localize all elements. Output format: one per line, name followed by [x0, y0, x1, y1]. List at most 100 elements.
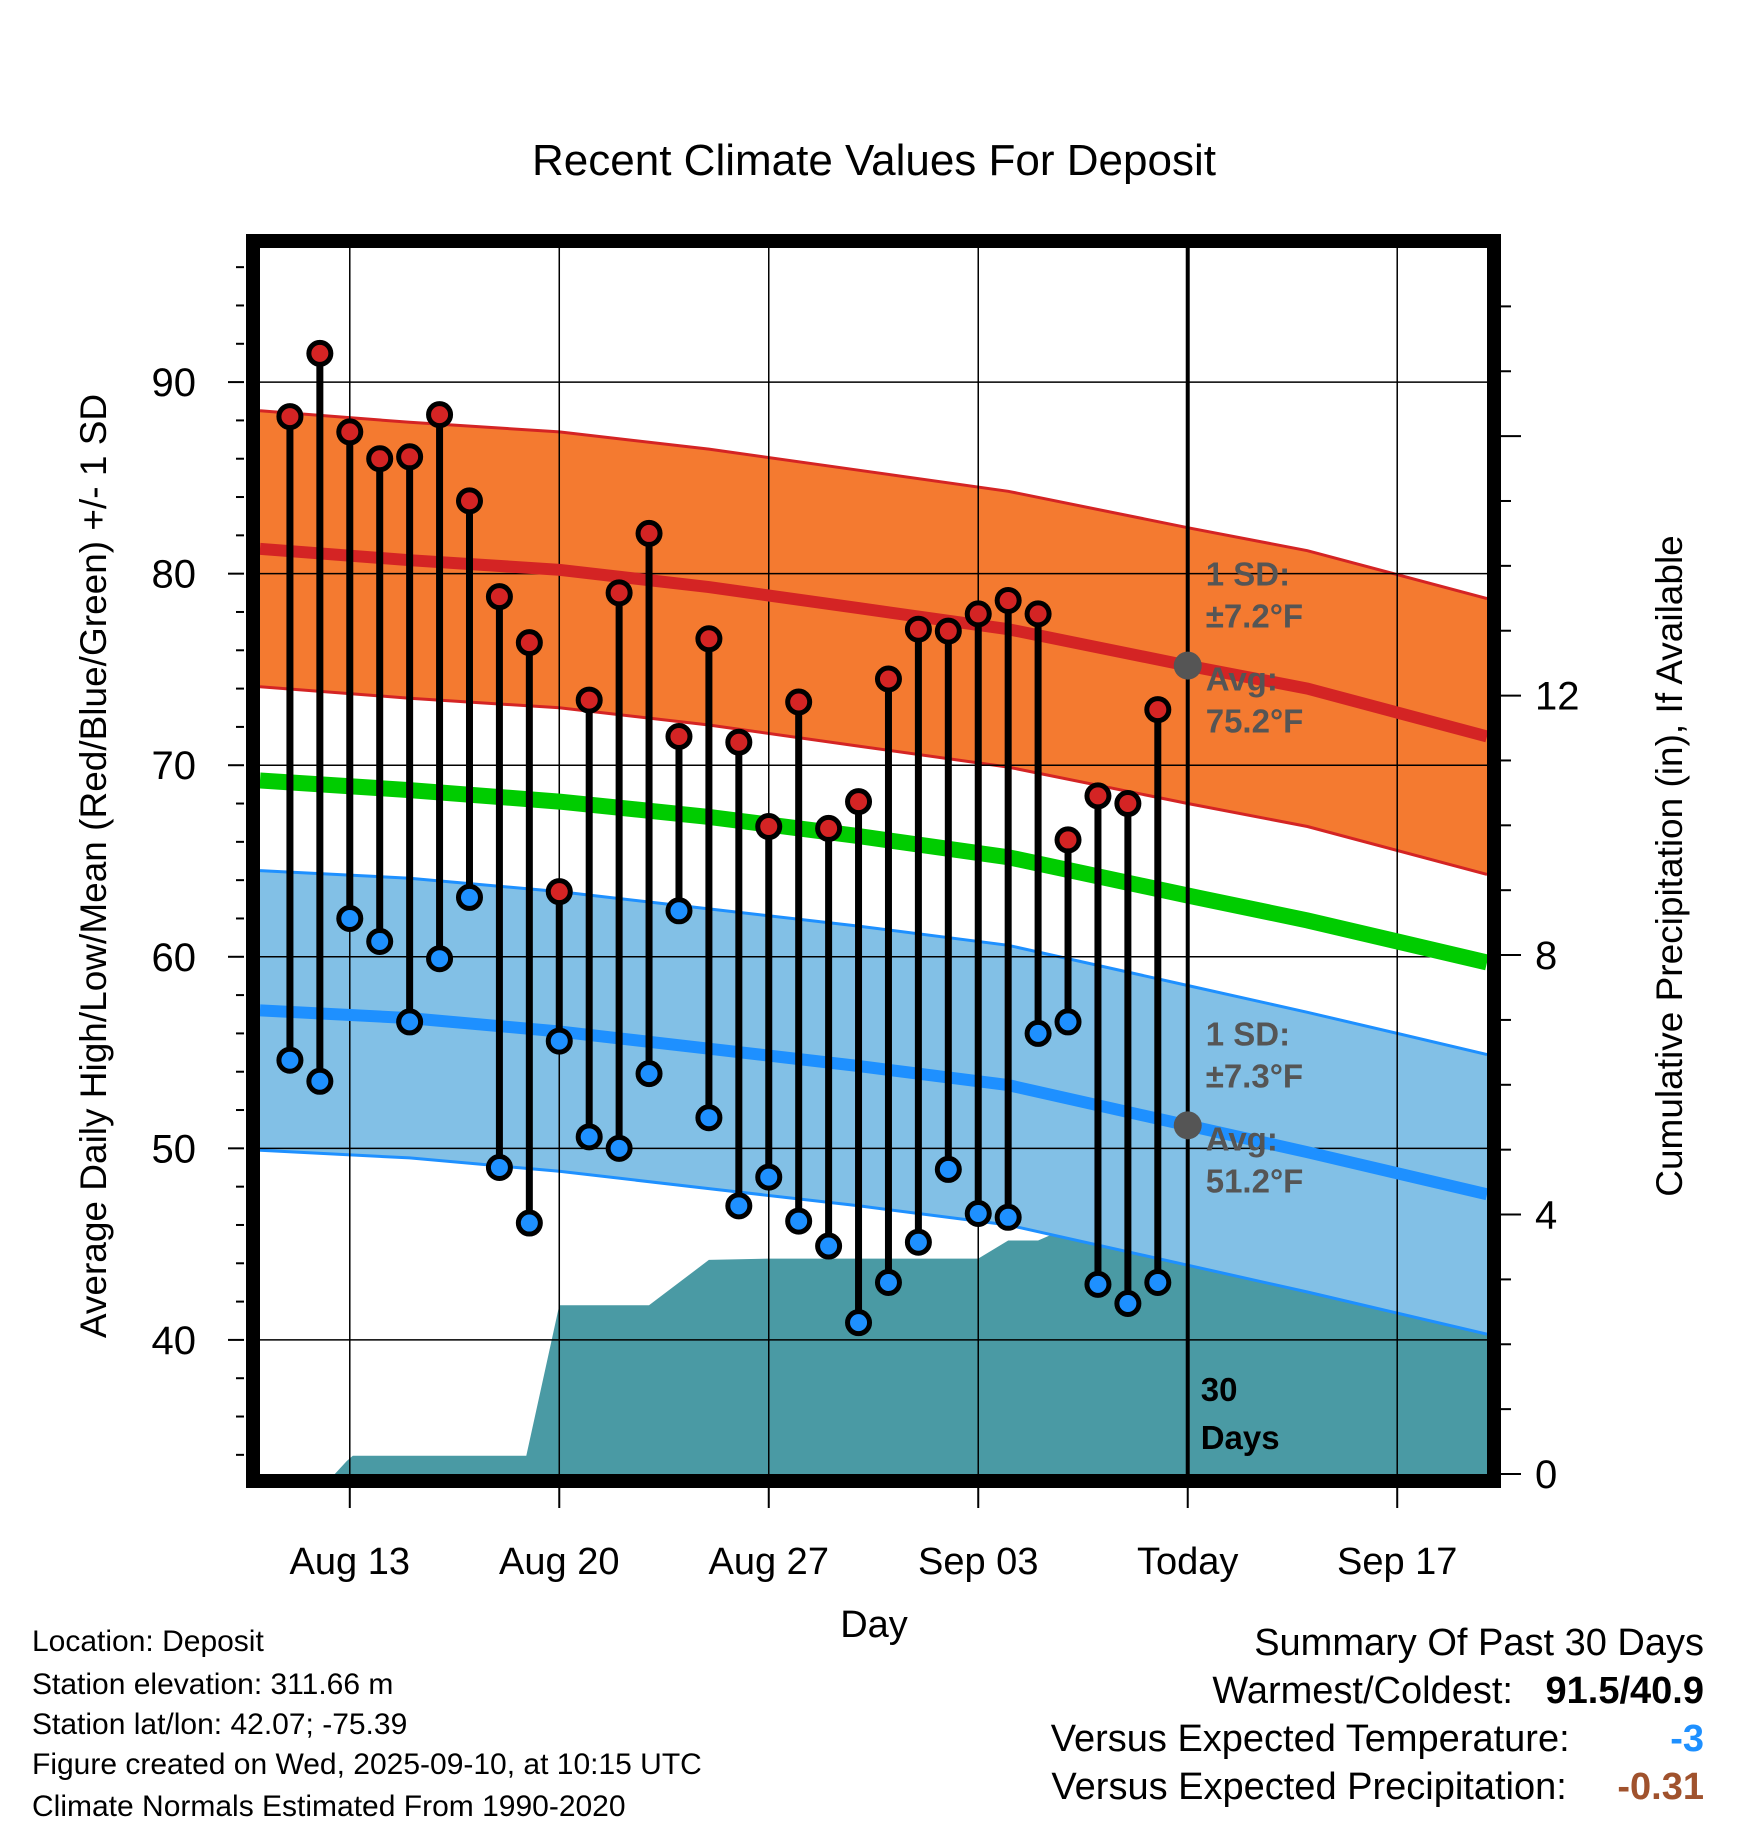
daily-low-point: [396, 1008, 424, 1036]
normal-low-sd-band: [260, 870, 1487, 1335]
daily-high-point: [845, 788, 873, 816]
daily-high-point: [934, 617, 962, 645]
chart-title: Recent Climate Values For Deposit: [532, 136, 1216, 185]
x-tick-label: Sep 17: [1337, 1541, 1457, 1583]
daily-low-point: [1024, 1019, 1052, 1047]
daily-low-point: [485, 1154, 513, 1181]
summary-warm-cold: Warmest/Coldest: 91.5/40.9: [1212, 1670, 1704, 1713]
daily-high-point: [306, 339, 334, 367]
axes: 40 50 60 70 80 90 0 4 8 12 Aug 13 Aug 20 Aug 27 Sep 0…: [152, 234, 1580, 1583]
figure-created: Figure created on Wed, 2025-09-10, at 10…: [32, 1748, 702, 1781]
daily-low-point: [874, 1268, 902, 1296]
normal-high-annotation: Avg:: [1206, 661, 1278, 698]
temp-vs-expected-value: -3: [1670, 1718, 1704, 1760]
daily-high-point: [904, 615, 932, 643]
y2-tick-label: 4: [1535, 1194, 1557, 1238]
cumulative-precip-area: [260, 1227, 1487, 1474]
y-tick-label: 50: [152, 1127, 197, 1171]
y2-tick-label: 8: [1535, 934, 1557, 978]
y-tick-label: 90: [152, 361, 197, 405]
daily-low-point: [815, 1232, 843, 1260]
window-label: 30: [1201, 1371, 1238, 1408]
window-label: Days: [1201, 1419, 1280, 1456]
summary-title: Summary Of Past 30 Days: [1254, 1622, 1704, 1665]
daily-low-point: [426, 945, 454, 973]
daily-low-point: [545, 1027, 573, 1055]
temp-vs-expected-label: Versus Expected Temperature:: [1050, 1718, 1570, 1760]
plot-clip-group: 1 SD: ±7.2°F Avg: 75.2°F 1 SD: ±7.3°F Avg: 51.2…: [260, 248, 1487, 1474]
warm-cold-value: 91.5/40.9: [1545, 1670, 1704, 1712]
plot-area: 1 SD: ±7.2°F Avg: 75.2°F 1 SD: ±7.3°F Avg: 51.2…: [260, 248, 1487, 1474]
normal-low-annotation: 1 SD:: [1206, 1015, 1290, 1052]
normal-low-annotation: 51.2°F: [1206, 1162, 1304, 1199]
y-tick-label: 60: [152, 936, 197, 980]
daily-low-point: [336, 904, 364, 932]
plot-frame: [246, 234, 1501, 1488]
daily-high-point: [665, 722, 693, 750]
daily-high-point: [1054, 826, 1082, 854]
daily-high-point: [1144, 696, 1172, 724]
daily-low-point: [605, 1134, 633, 1162]
y2-tick-label: 12: [1535, 675, 1580, 719]
y2-axis-label: Cumulative Precipitation (in), If Availa…: [1649, 535, 1690, 1197]
daily-high-point: [605, 579, 633, 607]
y-axis-label: Average Daily High/Low/Mean (Red/Blue/Gr…: [73, 393, 114, 1339]
daily-high-point: [396, 443, 424, 471]
x-tick-label: Aug 13: [290, 1541, 410, 1583]
daily-low-point: [1054, 1008, 1082, 1036]
station-latlon: Station lat/lon: 42.07; -75.39: [32, 1708, 408, 1741]
daily-high-point: [635, 519, 663, 547]
daily-low-point: [994, 1203, 1022, 1231]
normal-high-avg-line: [260, 542, 1487, 743]
daily-high-point: [455, 487, 483, 515]
daily-high-point: [485, 583, 513, 611]
daily-high-point: [815, 814, 843, 842]
daily-high-point: [755, 813, 783, 841]
daily-high-point: [515, 629, 543, 657]
daily-low-point: [934, 1155, 962, 1183]
daily-low-point: [695, 1104, 723, 1132]
daily-high-point: [336, 418, 364, 446]
x-tick-label: Today: [1137, 1541, 1238, 1583]
daily-low-point: [1084, 1270, 1112, 1298]
daily-high-point: [695, 625, 723, 653]
normal-low-annotation: ±7.3°F: [1206, 1057, 1303, 1094]
daily-high-point: [964, 600, 992, 628]
precip-vs-expected-value: -0.31: [1617, 1766, 1704, 1808]
station-location: Location: Deposit: [32, 1625, 264, 1658]
daily-high-point: [725, 728, 753, 756]
x-tick-label: Aug 20: [499, 1541, 619, 1583]
today-low-avg-marker: [1173, 1111, 1202, 1140]
normal-low-annotation: Avg:: [1206, 1120, 1278, 1157]
daily-low-point: [904, 1228, 932, 1256]
daily-low-point: [665, 897, 693, 925]
warm-cold-label: Warmest/Coldest:: [1212, 1670, 1513, 1712]
summary-temp: Versus Expected Temperature: -3: [1051, 1718, 1704, 1761]
daily-low-point: [276, 1046, 304, 1074]
daily-high-point: [426, 401, 454, 429]
daily-high-point: [545, 878, 573, 906]
daily-low-point: [755, 1163, 783, 1191]
summary-title-text: Summary Of Past 30 Days: [1254, 1622, 1704, 1664]
precip-vs-expected-label: Versus Expected Precipitation:: [1051, 1766, 1567, 1808]
daily-high-point: [785, 688, 813, 716]
climate-normals-period: Climate Normals Estimated From 1990-2020: [32, 1790, 626, 1823]
normal-high-sd-upper: [260, 409, 1487, 601]
normal-high-annotation: ±7.2°F: [1206, 598, 1303, 635]
daily-low-point: [964, 1199, 992, 1227]
daily-low-point: [306, 1067, 334, 1095]
daily-low-point: [1114, 1290, 1142, 1318]
daily-high-point: [1024, 600, 1052, 628]
normal-high-sd-lower: [260, 685, 1487, 876]
station-elevation: Station elevation: 311.66 m: [32, 1668, 394, 1701]
daily-high-point: [1114, 790, 1142, 818]
normal-high-sd-band: [260, 410, 1487, 875]
today-high-avg-marker: [1173, 651, 1202, 680]
daily-low-point: [366, 927, 394, 955]
y-tick-label: 40: [152, 1319, 197, 1363]
y-tick-label: 70: [152, 744, 197, 788]
x-tick-label: Sep 03: [918, 1541, 1038, 1583]
daily-high-point: [874, 665, 902, 693]
daily-high-point: [575, 686, 603, 714]
